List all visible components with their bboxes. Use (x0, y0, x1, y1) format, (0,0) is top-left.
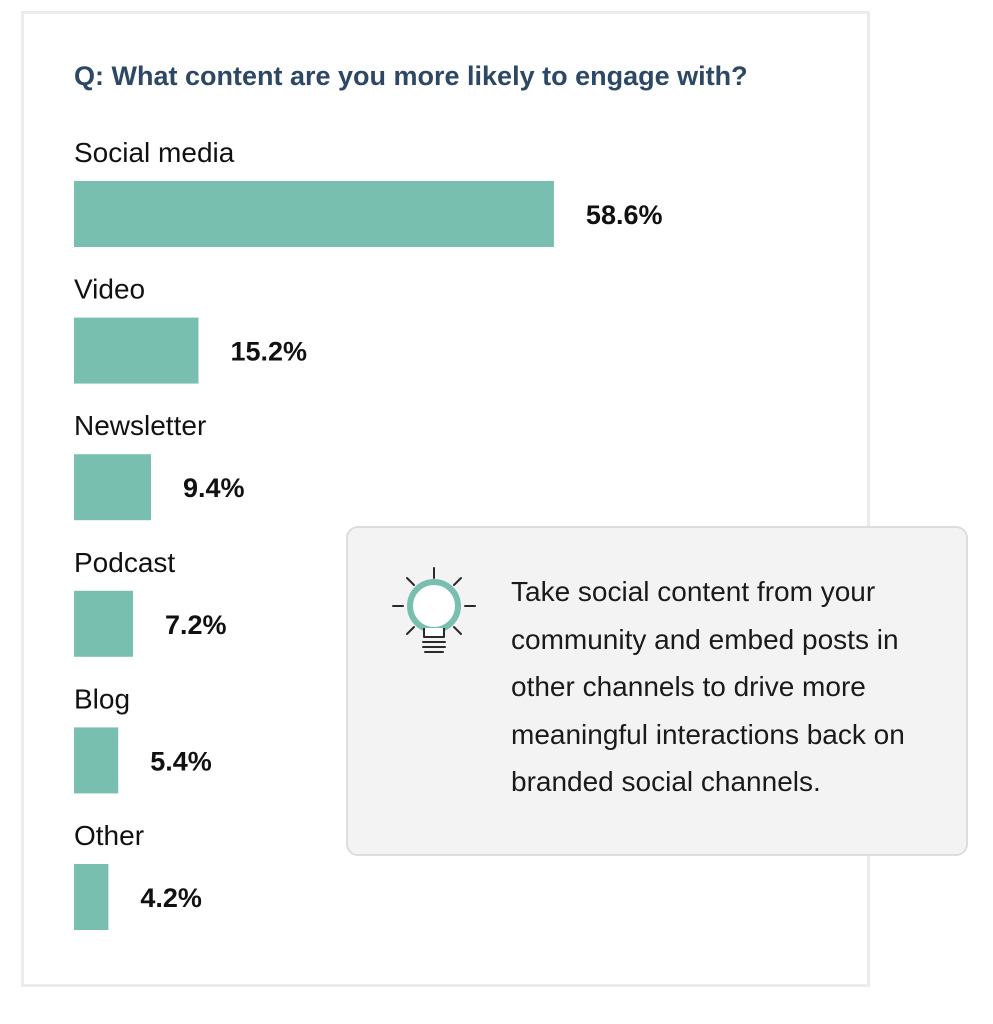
chart-title: Q: What content are you more likely to e… (74, 61, 748, 91)
category-label: Newsletter (74, 410, 206, 441)
bar (74, 181, 554, 247)
value-label: 15.2% (230, 337, 307, 367)
callout-text: Take social content from your community … (511, 576, 905, 797)
lightbulb-icon (392, 567, 476, 653)
tip-callout: Take social content from your community … (346, 526, 968, 856)
bar (74, 317, 199, 384)
category-label: Other (74, 820, 144, 851)
bar (74, 454, 151, 521)
value-label: 4.2% (140, 883, 202, 913)
category-label: Social media (74, 137, 235, 168)
value-label: 58.6% (586, 200, 663, 230)
category-label: Video (74, 274, 145, 305)
bar (74, 727, 119, 794)
value-label: 9.4% (183, 473, 245, 503)
category-label: Blog (74, 683, 130, 714)
category-label: Podcast (74, 547, 175, 578)
value-label: 5.4% (150, 746, 212, 776)
value-label: 7.2% (165, 610, 227, 640)
bar (74, 590, 133, 657)
bar (74, 864, 109, 930)
